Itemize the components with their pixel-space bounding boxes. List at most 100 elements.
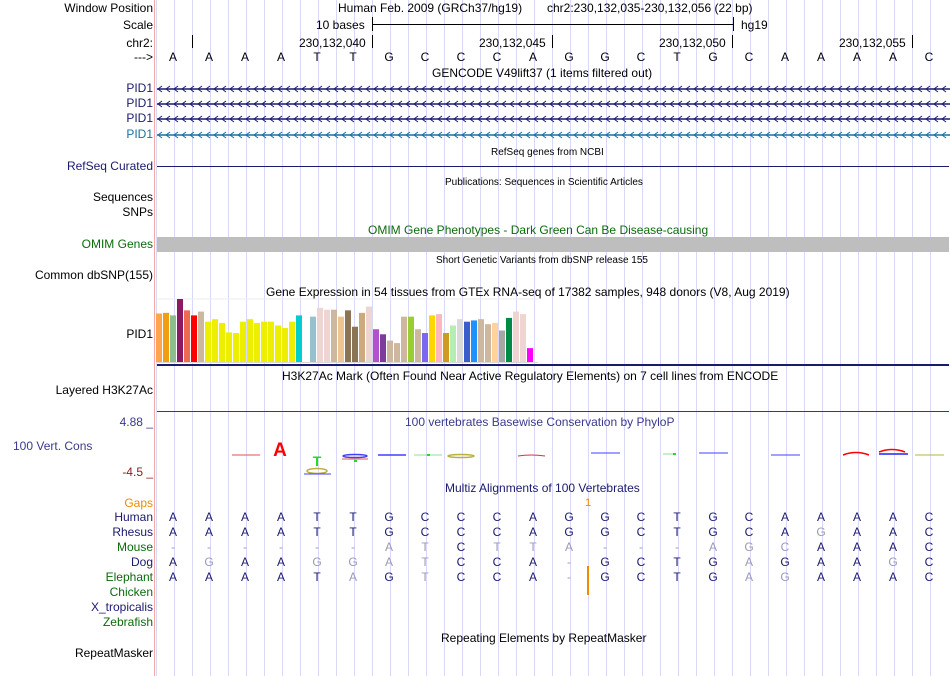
gtex-bar[interactable] <box>254 322 260 362</box>
gtex-bar[interactable] <box>450 325 456 362</box>
gtex-bar[interactable] <box>177 299 183 362</box>
phylop-logo[interactable]: A T <box>156 430 950 478</box>
gtex-bar[interactable] <box>485 324 491 362</box>
gtex-bar[interactable] <box>184 310 190 362</box>
gtex-bar[interactable] <box>373 329 379 362</box>
phylop-max-label: 4.88 _ <box>119 415 153 429</box>
gencode-transcript[interactable] <box>156 99 950 109</box>
gtex-bar[interactable] <box>156 313 162 362</box>
repeatmasker-label[interactable]: RepeatMasker <box>74 646 153 660</box>
strand-arrow-icon <box>429 115 435 123</box>
h3k27ac-label[interactable]: Layered H3K27Ac <box>55 383 153 397</box>
gtex-bar[interactable] <box>499 330 505 363</box>
strand-arrow-icon <box>357 100 363 108</box>
alignment-base: A <box>780 510 789 524</box>
gtex-bar[interactable] <box>422 333 428 362</box>
refseq-gene-line[interactable] <box>157 166 949 167</box>
species-label-zebrafish[interactable]: Zebrafish <box>102 615 153 629</box>
gencode-transcript[interactable] <box>156 84 950 94</box>
refseq-track-title[interactable]: RefSeq genes from NCBI <box>491 147 604 158</box>
gtex-bar[interactable] <box>520 314 526 362</box>
dbsnp-label[interactable]: Common dbSNP(155) <box>34 268 153 282</box>
gtex-bar[interactable] <box>289 321 295 362</box>
omim-label[interactable]: OMIM Genes <box>81 237 153 251</box>
strand-arrow-icon <box>813 100 819 108</box>
gtex-bar[interactable] <box>261 321 267 362</box>
gtex-bar[interactable] <box>401 316 407 362</box>
gtex-bar[interactable] <box>282 327 288 362</box>
gtex-bar[interactable] <box>324 309 330 362</box>
gencode-item-label[interactable]: PID1 <box>126 96 153 110</box>
gtex-bar[interactable] <box>513 311 519 362</box>
gtex-bar[interactable] <box>352 326 358 362</box>
gtex-bar[interactable] <box>387 340 393 362</box>
gencode-transcript[interactable] <box>156 114 950 124</box>
dbsnp-track-title[interactable]: Short Genetic Variants from dbSNP releas… <box>436 255 648 266</box>
gtex-bar[interactable] <box>429 315 435 362</box>
gtex-bar[interactable] <box>296 315 302 362</box>
gtex-bar[interactable] <box>464 321 470 362</box>
gtex-bar[interactable] <box>506 317 512 362</box>
gtex-bar[interactable] <box>478 319 484 362</box>
gencode-track-title[interactable]: GENCODE V49lift37 (1 items filtered out) <box>432 66 653 80</box>
gtex-bar[interactable] <box>443 333 449 362</box>
species-label-x_tropicalis[interactable]: X_tropicalis <box>90 600 153 614</box>
species-label-mouse[interactable]: Mouse <box>116 540 153 554</box>
gtex-bar[interactable] <box>170 315 176 362</box>
gtex-bar[interactable] <box>317 307 323 362</box>
gtex-bar[interactable] <box>212 319 218 362</box>
gtex-bar[interactable] <box>394 343 400 362</box>
species-label-elephant[interactable]: Elephant <box>105 570 153 584</box>
gtex-bar[interactable] <box>527 348 533 362</box>
phylop-track-title[interactable]: 100 vertebrates Basewise Conservation by… <box>405 415 675 429</box>
species-label-dog[interactable]: Dog <box>130 555 153 569</box>
gtex-bar[interactable] <box>226 332 232 362</box>
h3k27ac-track-title[interactable]: H3K27Ac Mark (Often Found Near Active Re… <box>282 369 779 383</box>
gtex-bar[interactable] <box>219 322 225 362</box>
multiz-track-title[interactable]: Multiz Alignments of 100 Vertebrates <box>445 481 640 495</box>
gtex-bar[interactable] <box>163 312 169 362</box>
gtex-bar[interactable] <box>233 333 239 362</box>
omim-track-title[interactable]: OMIM Gene Phenotypes - Dark Green Can Be… <box>368 223 709 237</box>
species-label-human[interactable]: Human <box>114 510 153 524</box>
gtex-bar[interactable] <box>359 312 365 362</box>
gtex-bar[interactable] <box>331 309 337 362</box>
omim-gene-bar[interactable] <box>157 237 949 252</box>
gtex-track-title[interactable]: Gene Expression in 54 tissues from GTEx … <box>266 285 790 299</box>
gtex-bar[interactable] <box>492 322 498 362</box>
gtex-bar[interactable] <box>345 310 351 362</box>
gtex-bar[interactable] <box>268 321 274 362</box>
strand-arrow-icon <box>573 115 579 123</box>
gtex-bar[interactable] <box>338 316 344 362</box>
gtex-bar[interactable] <box>198 311 204 362</box>
refseq-label[interactable]: RefSeq Curated <box>66 159 153 173</box>
gtex-bar[interactable] <box>247 319 253 362</box>
gtex-bar[interactable] <box>408 316 414 362</box>
gtex-bar[interactable] <box>471 320 477 362</box>
gtex-bar[interactable] <box>436 314 442 362</box>
gencode-item-label[interactable]: PID1 <box>126 81 153 95</box>
gtex-bar[interactable] <box>205 321 211 362</box>
gtex-bar[interactable] <box>240 321 246 362</box>
species-label-chicken[interactable]: Chicken <box>109 585 153 599</box>
gtex-bar[interactable] <box>191 315 197 362</box>
gencode-item-label[interactable]: PID1 <box>126 111 153 125</box>
gtex-label[interactable]: PID1 <box>126 327 153 341</box>
gtex-bar[interactable] <box>366 306 372 362</box>
publications-label-sequences[interactable]: Sequences <box>92 190 153 204</box>
strand-arrow-icon <box>877 115 883 123</box>
strand-arrow-icon <box>349 85 355 93</box>
publications-track-title[interactable]: Publications: Sequences in Scientific Ar… <box>445 177 643 188</box>
gencode-transcript[interactable] <box>156 130 950 140</box>
gtex-bar-chart[interactable] <box>155 298 540 364</box>
gencode-item-label[interactable]: PID1 <box>126 127 153 141</box>
gtex-bar[interactable] <box>457 319 463 362</box>
species-label-rhesus[interactable]: Rhesus <box>112 525 153 539</box>
repeatmasker-track-title[interactable]: Repeating Elements by RepeatMasker <box>441 631 647 645</box>
gtex-bar[interactable] <box>310 316 316 362</box>
phylop-label[interactable]: 100 Vert. Cons <box>13 439 93 453</box>
publications-label-snps[interactable]: SNPs <box>122 205 153 219</box>
gtex-bar[interactable] <box>380 334 386 362</box>
gtex-bar[interactable] <box>415 329 421 362</box>
gtex-bar[interactable] <box>275 325 281 362</box>
